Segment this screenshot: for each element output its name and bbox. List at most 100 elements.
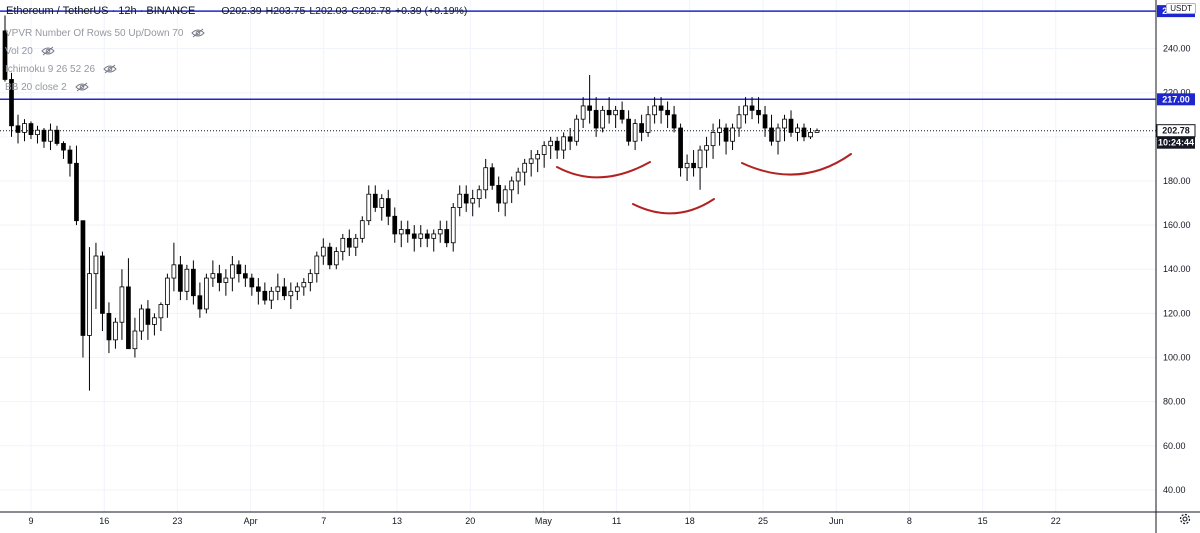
candle-body — [223, 277, 229, 283]
candle-body — [262, 290, 268, 301]
x-tick-label: 20 — [465, 516, 475, 526]
candle-body — [132, 330, 138, 350]
candle-body — [307, 273, 313, 283]
candle-body — [736, 114, 742, 129]
candle-body — [48, 129, 53, 142]
candle-body — [243, 273, 248, 279]
chart-header: Ethereum / TetherUS · 12h · BINANCE O202… — [6, 4, 467, 18]
gear-icon[interactable] — [1178, 512, 1192, 526]
candle-body — [782, 118, 787, 129]
y-tick-label: 220.00 — [1163, 88, 1191, 98]
candle-body — [230, 264, 235, 279]
ohlc-close: C202.78 — [351, 5, 391, 17]
candle-body — [801, 127, 807, 138]
candle-body — [314, 255, 320, 275]
candle-body — [249, 277, 255, 288]
candle-body — [61, 143, 66, 151]
candle-body — [405, 229, 411, 235]
candle-body — [178, 264, 183, 292]
candle-body — [158, 304, 164, 319]
candle-body — [35, 129, 40, 136]
candle-body — [580, 105, 586, 120]
candle-body — [204, 277, 209, 310]
candle-body — [502, 189, 508, 204]
candle-body — [255, 286, 261, 292]
candle-body — [554, 140, 560, 151]
eye-slash-icon[interactable] — [75, 82, 89, 92]
candle-body — [126, 286, 131, 350]
candle-body — [119, 286, 125, 323]
candle-body — [606, 109, 612, 116]
candle-body — [678, 127, 683, 169]
candle-body — [515, 171, 521, 182]
candle-body — [743, 105, 748, 116]
x-tick-label: 23 — [172, 516, 182, 526]
candle-body — [632, 123, 638, 142]
annotation-arc — [741, 153, 852, 176]
candle-body — [294, 286, 300, 292]
indicator-label: VPVR Number Of Rows 50 Up/Down 70 — [5, 27, 184, 39]
candle-body — [476, 189, 482, 200]
candle-body — [730, 127, 735, 142]
indicator-vol[interactable]: Vol 20 — [5, 42, 205, 60]
candle-body — [22, 123, 27, 133]
x-tick-label: 7 — [321, 516, 326, 526]
candle-body — [600, 109, 605, 129]
eye-slash-icon[interactable] — [41, 46, 55, 56]
candle-body — [320, 246, 326, 257]
candle-body — [145, 308, 151, 325]
y-tick-label: 60.00 — [1163, 441, 1186, 451]
candle-body — [496, 184, 502, 204]
candle-body — [41, 129, 47, 142]
candle-body — [80, 220, 86, 336]
level-price-tag — [1157, 93, 1195, 106]
indicator-ichimoku[interactable]: Ichimoku 9 26 52 26 — [5, 60, 205, 78]
eye-slash-icon[interactable] — [103, 64, 117, 74]
candle-body — [541, 145, 547, 155]
candle-body — [385, 198, 391, 217]
candle-body — [359, 220, 365, 239]
candle-body — [775, 127, 781, 142]
x-tick-label: 15 — [978, 516, 988, 526]
candle-body — [704, 145, 709, 151]
candle-body — [100, 255, 105, 314]
symbol-title[interactable]: Ethereum / TetherUS · 12h · BINANCE — [6, 5, 196, 17]
y-tick-label: 180.00 — [1163, 176, 1191, 186]
candle-body — [710, 132, 716, 147]
indicator-bb[interactable]: BB 20 close 2 — [5, 78, 205, 96]
candle-body — [113, 321, 118, 341]
candle-body — [639, 123, 644, 133]
candle-body — [756, 109, 761, 116]
candle-body — [301, 282, 307, 288]
candle-body — [665, 109, 670, 116]
ohlc-change: +0.39 (+0.19%) — [395, 5, 468, 17]
ohlc-high: H203.75 — [265, 5, 306, 17]
candle-body — [561, 136, 567, 151]
candle-body — [217, 273, 222, 283]
candle-body — [106, 312, 112, 341]
y-tick-label: 160.00 — [1163, 220, 1191, 230]
candle-body — [658, 105, 664, 111]
candle-body — [171, 264, 177, 279]
candle-body — [210, 273, 216, 279]
x-tick-label: 18 — [685, 516, 695, 526]
candle-body — [431, 233, 437, 239]
indicator-vpvr[interactable]: VPVR Number Of Rows 50 Up/Down 70 — [5, 24, 206, 42]
eye-slash-icon[interactable] — [191, 28, 206, 38]
x-tick-label: 8 — [907, 516, 912, 526]
candle-body — [418, 233, 424, 239]
ohlc-open: O202.39 — [221, 5, 262, 17]
currency-badge[interactable]: USDT — [1166, 3, 1196, 14]
candle-body — [366, 193, 372, 222]
candle-body — [340, 237, 346, 252]
y-tick-label: 120.00 — [1163, 308, 1191, 318]
candle-body — [613, 109, 618, 116]
candle-body — [567, 136, 573, 142]
candle-body — [645, 114, 651, 133]
ohlc-low: L202.03 — [309, 5, 348, 17]
y-tick-label: 100.00 — [1163, 353, 1191, 363]
candle-body — [814, 130, 820, 133]
candle-body — [54, 129, 60, 144]
